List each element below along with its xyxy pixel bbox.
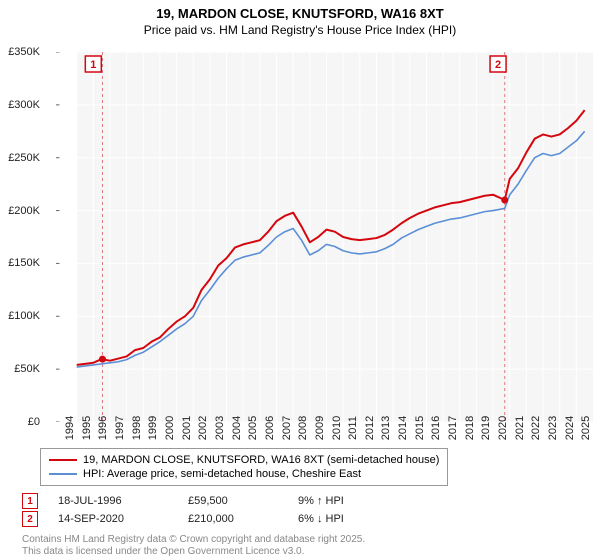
legend-row: HPI: Average price, semi-detached house,… [49, 467, 439, 481]
x-tick-label: 2007 [281, 416, 293, 440]
x-tick-label: 1997 [114, 416, 126, 440]
legend-swatch [49, 459, 77, 462]
data-point-date: 18-JUL-1996 [58, 495, 188, 507]
x-tick-label: 1996 [97, 416, 109, 440]
x-tick-label: 2010 [331, 416, 343, 440]
y-tick-label: £200K [8, 205, 40, 217]
chart-svg: 12 [38, 52, 593, 422]
legend: 19, MARDON CLOSE, KNUTSFORD, WA16 8XT (s… [40, 448, 448, 486]
data-point-marker: 1 [22, 493, 38, 509]
x-tick-label: 2004 [231, 416, 243, 440]
legend-label: HPI: Average price, semi-detached house,… [83, 468, 361, 480]
x-tick-label: 2009 [314, 416, 326, 440]
legend-swatch [49, 473, 77, 475]
x-tick-label: 2001 [181, 416, 193, 440]
x-tick-label: 2015 [414, 416, 426, 440]
chart-container: 19, MARDON CLOSE, KNUTSFORD, WA16 8XT Pr… [0, 0, 600, 560]
attribution-line2: This data is licensed under the Open Gov… [22, 546, 365, 558]
x-tick-label: 2023 [547, 416, 559, 440]
x-tick-label: 2017 [447, 416, 459, 440]
x-tick-label: 2016 [430, 416, 442, 440]
x-tick-label: 2013 [380, 416, 392, 440]
title-line1: 19, MARDON CLOSE, KNUTSFORD, WA16 8XT [0, 6, 600, 21]
x-tick-label: 2025 [580, 416, 592, 440]
y-tick-label: £150K [8, 257, 40, 269]
data-point-marker: 2 [22, 511, 38, 527]
x-tick-label: 2019 [480, 416, 492, 440]
title-block: 19, MARDON CLOSE, KNUTSFORD, WA16 8XT Pr… [0, 0, 600, 37]
x-tick-label: 2014 [397, 416, 409, 440]
y-tick-label: £300K [8, 99, 40, 111]
data-point-change: 9% ↑ HPI [298, 495, 398, 507]
x-tick-label: 2005 [247, 416, 259, 440]
x-tick-label: 2021 [514, 416, 526, 440]
data-point-row: 1 18-JUL-1996£59,5009% ↑ HPI [22, 492, 398, 510]
x-tick-label: 2022 [530, 416, 542, 440]
data-point-row: 2 14-SEP-2020£210,0006% ↓ HPI [22, 510, 398, 528]
data-point-table: 1 18-JUL-1996£59,5009% ↑ HPI 2 14-SEP-2020£… [22, 492, 398, 528]
x-tick-label: 1995 [81, 416, 93, 440]
x-tick-label: 1994 [64, 416, 76, 440]
chart-area: 12 [38, 52, 593, 422]
attribution-line1: Contains HM Land Registry data © Crown c… [22, 534, 365, 546]
x-tick-label: 2008 [297, 416, 309, 440]
y-tick-label: £50K [14, 363, 40, 375]
x-tick-label: 2011 [347, 416, 359, 440]
legend-row: 19, MARDON CLOSE, KNUTSFORD, WA16 8XT (s… [49, 453, 439, 467]
x-tick-label: 2012 [364, 416, 376, 440]
x-tick-label: 2024 [564, 416, 576, 440]
attribution: Contains HM Land Registry data © Crown c… [22, 534, 365, 558]
y-tick-label: £0 [28, 416, 40, 428]
y-tick-label: £100K [8, 310, 40, 322]
x-tick-label: 2003 [214, 416, 226, 440]
x-tick-label: 1998 [131, 416, 143, 440]
svg-text:2: 2 [495, 59, 501, 71]
x-tick-label: 2002 [197, 416, 209, 440]
y-tick-label: £350K [8, 46, 40, 58]
legend-label: 19, MARDON CLOSE, KNUTSFORD, WA16 8XT (s… [83, 454, 439, 466]
title-line2: Price paid vs. HM Land Registry's House … [0, 23, 600, 37]
data-point-date: 14-SEP-2020 [58, 513, 188, 525]
data-point-price: £210,000 [188, 513, 298, 525]
x-tick-label: 1999 [147, 416, 159, 440]
y-tick-label: £250K [8, 152, 40, 164]
x-tick-label: 2020 [497, 416, 509, 440]
x-tick-label: 2006 [264, 416, 276, 440]
data-point-price: £59,500 [188, 495, 298, 507]
x-tick-label: 2018 [464, 416, 476, 440]
svg-text:1: 1 [90, 59, 96, 71]
data-point-change: 6% ↓ HPI [298, 513, 398, 525]
x-tick-label: 2000 [164, 416, 176, 440]
